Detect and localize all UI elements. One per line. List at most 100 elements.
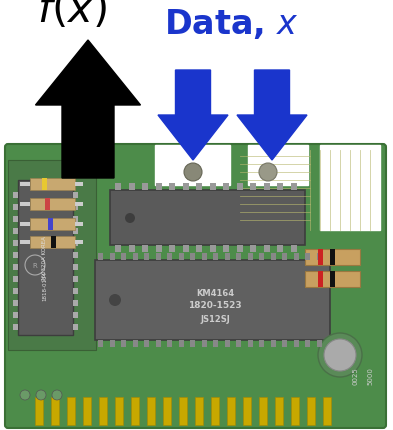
Circle shape [36,390,46,400]
Bar [73,193,78,199]
Text: 760320A KOREA: 760320A KOREA [42,236,48,281]
Bar [169,246,175,252]
Circle shape [184,164,202,181]
Bar [155,146,230,186]
Bar [263,246,270,252]
Bar [224,340,230,347]
Bar [277,246,283,252]
Bar [13,228,18,234]
Bar [129,184,134,190]
Bar [73,228,78,234]
Bar [20,240,30,244]
Bar [156,184,162,190]
FancyArrow shape [237,71,307,161]
Bar [73,276,78,283]
Bar [75,222,83,227]
Bar [195,397,203,425]
Bar [190,340,195,347]
Bar [243,397,251,425]
Bar [20,222,30,227]
Bar [169,184,175,190]
Text: 1820-1523: 1820-1523 [188,301,242,310]
Bar [142,184,148,190]
Circle shape [109,294,121,306]
Bar [99,397,107,425]
Bar [83,397,91,425]
Bar [144,253,149,261]
Bar [167,340,172,347]
Bar [131,397,139,425]
Bar [294,253,299,261]
Bar [156,340,160,347]
Bar [51,397,59,425]
Bar [250,184,256,190]
Bar [18,181,73,335]
Bar [167,253,172,261]
Bar [318,249,323,265]
Circle shape [52,390,62,400]
Bar [323,397,331,425]
Bar [35,397,43,425]
Bar [73,216,78,222]
Bar [277,184,283,190]
Text: 0025: 0025 [352,366,358,384]
FancyBboxPatch shape [5,144,386,428]
Bar [259,397,267,425]
Bar [209,184,215,190]
Bar [95,261,330,340]
Bar [121,253,126,261]
Bar [156,246,162,252]
Bar [182,184,189,190]
Circle shape [259,164,277,181]
Bar [305,253,310,261]
Bar [248,340,252,347]
Bar [305,271,360,287]
Bar [8,161,96,350]
Bar [282,253,287,261]
Bar [202,340,206,347]
Bar [213,340,218,347]
Bar [73,289,78,294]
Text: JS12SJ: JS12SJ [200,314,230,323]
Text: $f(x)$: $f(x)$ [37,0,107,31]
Bar [20,203,30,206]
Text: 1818-0164: 1818-0164 [42,270,48,300]
Bar [13,300,18,306]
Bar [75,203,83,206]
Bar [196,246,202,252]
Bar [98,253,103,261]
Bar [275,397,283,425]
Bar [30,199,75,211]
Bar [294,340,299,347]
Bar [236,253,241,261]
FancyArrow shape [158,71,228,161]
Bar [196,184,202,190]
Bar [13,216,18,222]
Bar [227,397,235,425]
Bar [182,246,189,252]
Bar [48,218,53,230]
Bar [13,312,18,318]
Text: Data, $x$: Data, $x$ [165,7,299,41]
Bar [316,340,321,347]
Bar [132,340,138,347]
Bar [248,253,252,261]
Bar [156,253,160,261]
Bar [248,146,308,186]
Bar [75,240,83,244]
Bar [330,249,335,265]
Bar [73,240,78,246]
Bar [121,340,126,347]
Bar [132,253,138,261]
Bar [147,397,155,425]
Bar [13,276,18,283]
Bar [73,312,78,318]
Bar [30,178,75,190]
Bar [236,340,241,347]
Bar [30,237,75,249]
Bar [259,340,264,347]
Bar [115,184,121,190]
Bar [110,190,305,246]
Bar [67,397,75,425]
Bar [51,237,56,249]
